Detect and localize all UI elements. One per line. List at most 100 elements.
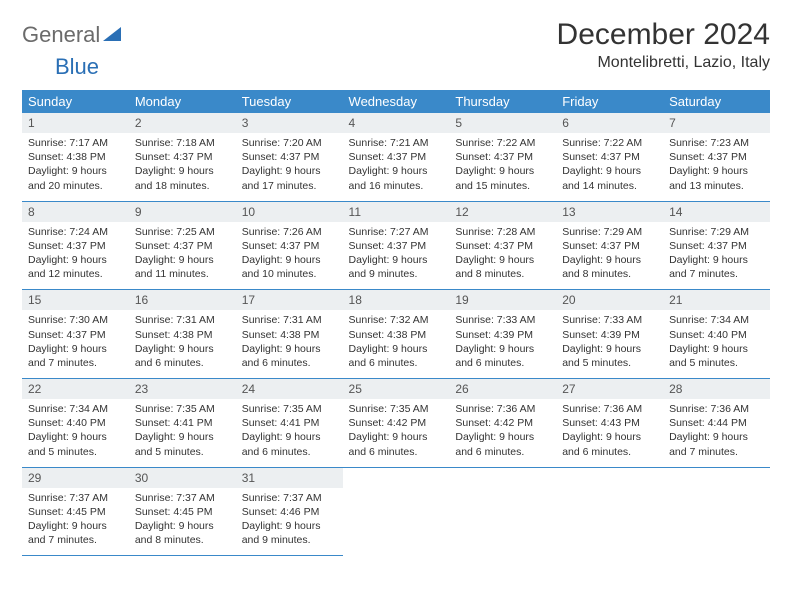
daylight-line: Daylight: 9 hours and 13 minutes. <box>669 164 764 192</box>
sunrise-line: Sunrise: 7:31 AM <box>135 313 230 327</box>
sunset-line: Sunset: 4:37 PM <box>242 239 337 253</box>
daylight-line: Daylight: 9 hours and 6 minutes. <box>349 430 444 458</box>
day-details: Sunrise: 7:28 AMSunset: 4:37 PMDaylight:… <box>449 222 556 290</box>
calendar-day-cell: 17Sunrise: 7:31 AMSunset: 4:38 PMDayligh… <box>236 290 343 379</box>
day-number: 18 <box>343 290 450 310</box>
sunset-line: Sunset: 4:37 PM <box>669 150 764 164</box>
day-details: Sunrise: 7:18 AMSunset: 4:37 PMDaylight:… <box>129 133 236 201</box>
weekday-header: Thursday <box>449 90 556 113</box>
sunset-line: Sunset: 4:37 PM <box>135 150 230 164</box>
sunset-line: Sunset: 4:41 PM <box>135 416 230 430</box>
sunset-line: Sunset: 4:43 PM <box>562 416 657 430</box>
day-details: Sunrise: 7:35 AMSunset: 4:42 PMDaylight:… <box>343 399 450 467</box>
sunset-line: Sunset: 4:41 PM <box>242 416 337 430</box>
day-number: 10 <box>236 202 343 222</box>
day-details: Sunrise: 7:31 AMSunset: 4:38 PMDaylight:… <box>236 310 343 378</box>
calendar-day-cell: 5Sunrise: 7:22 AMSunset: 4:37 PMDaylight… <box>449 113 556 201</box>
weekday-header: Wednesday <box>343 90 450 113</box>
logo-triangle-icon <box>103 27 121 41</box>
sunrise-line: Sunrise: 7:21 AM <box>349 136 444 150</box>
calendar-day-cell: 1Sunrise: 7:17 AMSunset: 4:38 PMDaylight… <box>22 113 129 201</box>
day-number: 3 <box>236 113 343 133</box>
day-details: Sunrise: 7:37 AMSunset: 4:45 PMDaylight:… <box>129 488 236 556</box>
day-number: 2 <box>129 113 236 133</box>
calendar-day-cell: 11Sunrise: 7:27 AMSunset: 4:37 PMDayligh… <box>343 201 450 290</box>
calendar-day-cell: 3 Sunrise: 7:20 AMSunset: 4:37 PMDaylight… <box>236 113 343 201</box>
day-number: 4 <box>343 113 450 133</box>
sunrise-line: Sunrise: 7:30 AM <box>28 313 123 327</box>
sunrise-line: Sunrise: 7:36 AM <box>455 402 550 416</box>
calendar-day-cell: 8Sunrise: 7:24 AMSunset: 4:37 PMDaylight… <box>22 201 129 290</box>
sunset-line: Sunset: 4:37 PM <box>562 239 657 253</box>
daylight-line: Daylight: 9 hours and 6 minutes. <box>562 430 657 458</box>
calendar-day-cell: 27Sunrise: 7:36 AMSunset: 4:43 PMDayligh… <box>556 379 663 468</box>
calendar-week-row: 22Sunrise: 7:34 AMSunset: 4:40 PMDayligh… <box>22 379 770 468</box>
calendar-week-row: 8Sunrise: 7:24 AMSunset: 4:37 PMDaylight… <box>22 201 770 290</box>
weekday-header: Friday <box>556 90 663 113</box>
sunset-line: Sunset: 4:42 PM <box>349 416 444 430</box>
sunrise-line: Sunrise: 7:33 AM <box>562 313 657 327</box>
sunset-line: Sunset: 4:45 PM <box>28 505 123 519</box>
day-number: 15 <box>22 290 129 310</box>
daylight-line: Daylight: 9 hours and 6 minutes. <box>242 342 337 370</box>
day-number: 20 <box>556 290 663 310</box>
day-details: Sunrise: 7:35 AMSunset: 4:41 PMDaylight:… <box>236 399 343 467</box>
day-details: Sunrise: 7:33 AMSunset: 4:39 PMDaylight:… <box>556 310 663 378</box>
daylight-line: Daylight: 9 hours and 12 minutes. <box>28 253 123 281</box>
sunrise-line: Sunrise: 7:37 AM <box>28 491 123 505</box>
daylight-line: Daylight: 9 hours and 7 minutes. <box>669 430 764 458</box>
day-details: Sunrise: 7:31 AMSunset: 4:38 PMDaylight:… <box>129 310 236 378</box>
daylight-line: Daylight: 9 hours and 8 minutes. <box>455 253 550 281</box>
sunrise-line: Sunrise: 7:34 AM <box>28 402 123 416</box>
sunset-line: Sunset: 4:37 PM <box>455 150 550 164</box>
weekday-header: Saturday <box>663 90 770 113</box>
day-details: Sunrise: 7:32 AMSunset: 4:38 PMDaylight:… <box>343 310 450 378</box>
day-number: 21 <box>663 290 770 310</box>
weekday-header: Tuesday <box>236 90 343 113</box>
sunset-line: Sunset: 4:38 PM <box>28 150 123 164</box>
calendar-week-row: 1Sunrise: 7:17 AMSunset: 4:38 PMDaylight… <box>22 113 770 201</box>
calendar-day-cell: 10Sunrise: 7:26 AMSunset: 4:37 PMDayligh… <box>236 201 343 290</box>
calendar-day-cell: 16Sunrise: 7:31 AMSunset: 4:38 PMDayligh… <box>129 290 236 379</box>
daylight-line: Daylight: 9 hours and 5 minutes. <box>562 342 657 370</box>
day-details: Sunrise: 7:36 AMSunset: 4:42 PMDaylight:… <box>449 399 556 467</box>
day-details: Sunrise: 7:29 AMSunset: 4:37 PMDaylight:… <box>556 222 663 290</box>
calendar-day-cell: 14Sunrise: 7:29 AMSunset: 4:37 PMDayligh… <box>663 201 770 290</box>
day-details: Sunrise: 7:25 AMSunset: 4:37 PMDaylight:… <box>129 222 236 290</box>
calendar-day-cell: 2Sunrise: 7:18 AMSunset: 4:37 PMDaylight… <box>129 113 236 201</box>
sunrise-line: Sunrise: 7:20 AM <box>242 136 337 150</box>
sunrise-line: Sunrise: 7:35 AM <box>349 402 444 416</box>
calendar-day-cell: 20Sunrise: 7:33 AMSunset: 4:39 PMDayligh… <box>556 290 663 379</box>
daylight-line: Daylight: 9 hours and 7 minutes. <box>28 342 123 370</box>
sunset-line: Sunset: 4:40 PM <box>28 416 123 430</box>
calendar-day-cell: 12Sunrise: 7:28 AMSunset: 4:37 PMDayligh… <box>449 201 556 290</box>
calendar-head: SundayMondayTuesdayWednesdayThursdayFrid… <box>22 90 770 113</box>
day-details: Sunrise: 7:37 AMSunset: 4:46 PMDaylight:… <box>236 488 343 556</box>
daylight-line: Daylight: 9 hours and 17 minutes. <box>242 164 337 192</box>
daylight-line: Daylight: 9 hours and 7 minutes. <box>28 519 123 547</box>
logo-text-blue: Blue <box>55 54 99 79</box>
day-details: Sunrise: 7:26 AMSunset: 4:37 PMDaylight:… <box>236 222 343 290</box>
day-details: Sunrise: 7:36 AMSunset: 4:43 PMDaylight:… <box>556 399 663 467</box>
sunrise-line: Sunrise: 7:24 AM <box>28 225 123 239</box>
calendar-day-cell: 13Sunrise: 7:29 AMSunset: 4:37 PMDayligh… <box>556 201 663 290</box>
day-details: Sunrise: 7:27 AMSunset: 4:37 PMDaylight:… <box>343 222 450 290</box>
calendar-day-cell: 25Sunrise: 7:35 AMSunset: 4:42 PMDayligh… <box>343 379 450 468</box>
sunrise-line: Sunrise: 7:22 AM <box>455 136 550 150</box>
sunrise-line: Sunrise: 7:27 AM <box>349 225 444 239</box>
day-number: 24 <box>236 379 343 399</box>
sunset-line: Sunset: 4:38 PM <box>135 328 230 342</box>
day-details: Sunrise: 7:33 AMSunset: 4:39 PMDaylight:… <box>449 310 556 378</box>
calendar-day-cell: 22Sunrise: 7:34 AMSunset: 4:40 PMDayligh… <box>22 379 129 468</box>
daylight-line: Daylight: 9 hours and 5 minutes. <box>135 430 230 458</box>
sunrise-line: Sunrise: 7:17 AM <box>28 136 123 150</box>
day-number: 17 <box>236 290 343 310</box>
sunrise-line: Sunrise: 7:23 AM <box>669 136 764 150</box>
sunset-line: Sunset: 4:37 PM <box>242 150 337 164</box>
sunrise-line: Sunrise: 7:31 AM <box>242 313 337 327</box>
sunrise-line: Sunrise: 7:33 AM <box>455 313 550 327</box>
sunrise-line: Sunrise: 7:22 AM <box>562 136 657 150</box>
location-text: Montelibretti, Lazio, Italy <box>557 54 770 72</box>
logo: General <box>22 18 123 48</box>
sunset-line: Sunset: 4:37 PM <box>349 239 444 253</box>
